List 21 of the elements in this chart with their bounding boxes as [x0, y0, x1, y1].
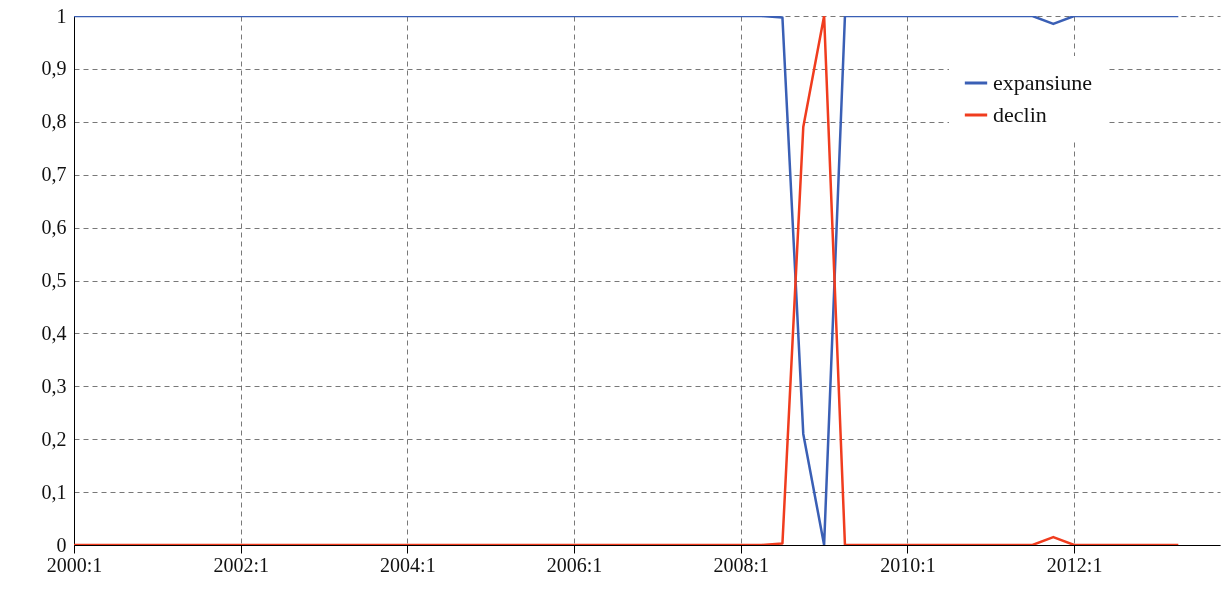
y-tick-label: 0,3 [41, 374, 67, 397]
y-tick-label: 0,1 [41, 480, 67, 503]
y-tick-label: 0,5 [41, 269, 67, 291]
x-tick-label: 2008:1 [713, 553, 770, 576]
y-tick-label: 0 [56, 533, 67, 556]
x-tick-label: 2012:1 [1046, 553, 1103, 576]
x-tick-label: 2002:1 [213, 553, 269, 576]
y-tick-label: 0,2 [41, 427, 67, 450]
y-tick-label: 0,8 [41, 110, 67, 133]
y-tick-label: 0,6 [41, 216, 67, 239]
legend-label: expansiune [993, 70, 1092, 95]
line-series [74, 16, 1180, 545]
y-tick-label: 1 [56, 4, 67, 27]
y-tick-label: 0,4 [41, 321, 67, 344]
y-tick-label: 0,9 [41, 57, 67, 80]
x-tick-label: 2010:1 [880, 553, 936, 576]
x-tick-label: 2000:1 [46, 553, 103, 576]
x-tick-label: 2004:1 [380, 553, 436, 576]
legend-label: declin [993, 102, 1047, 127]
y-tick-label: 0,7 [41, 163, 67, 186]
x-tick-label: 2006:1 [546, 553, 603, 576]
